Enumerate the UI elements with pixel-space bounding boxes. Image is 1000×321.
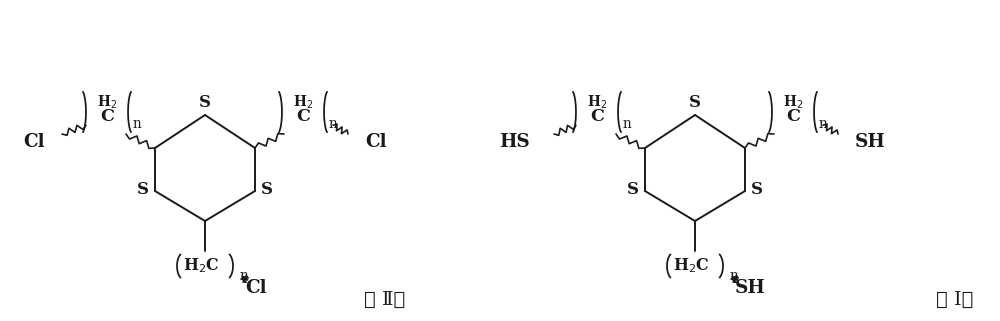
Text: 式 Ⅱ；: 式 Ⅱ； [364, 291, 406, 309]
Text: H$_2$: H$_2$ [97, 93, 117, 111]
Text: Cl: Cl [245, 279, 267, 297]
Text: S: S [137, 180, 149, 197]
Text: n: n [818, 117, 827, 131]
Text: S: S [689, 94, 701, 111]
Text: n: n [730, 269, 739, 282]
Text: H$_2$: H$_2$ [783, 93, 803, 111]
Text: S: S [199, 94, 211, 111]
Text: n: n [328, 117, 337, 131]
Text: n: n [622, 117, 631, 131]
Text: C: C [786, 108, 800, 125]
Text: 式 Ⅰ；: 式 Ⅰ； [936, 291, 974, 309]
Text: HS: HS [499, 133, 530, 151]
Text: S: S [261, 180, 273, 197]
Text: n: n [240, 269, 249, 282]
Text: H$_2$: H$_2$ [293, 93, 313, 111]
Text: H$_2$: H$_2$ [587, 93, 607, 111]
Text: C: C [100, 108, 114, 125]
Text: H$_2$C: H$_2$C [183, 257, 219, 275]
Text: Cl: Cl [23, 133, 45, 151]
Text: Cl: Cl [365, 133, 387, 151]
Text: SH: SH [735, 279, 766, 297]
Text: H$_2$C: H$_2$C [673, 257, 709, 275]
Text: S: S [627, 180, 639, 197]
Text: n: n [132, 117, 141, 131]
Text: C: C [296, 108, 310, 125]
Text: C: C [590, 108, 604, 125]
Text: SH: SH [855, 133, 886, 151]
Text: S: S [751, 180, 763, 197]
